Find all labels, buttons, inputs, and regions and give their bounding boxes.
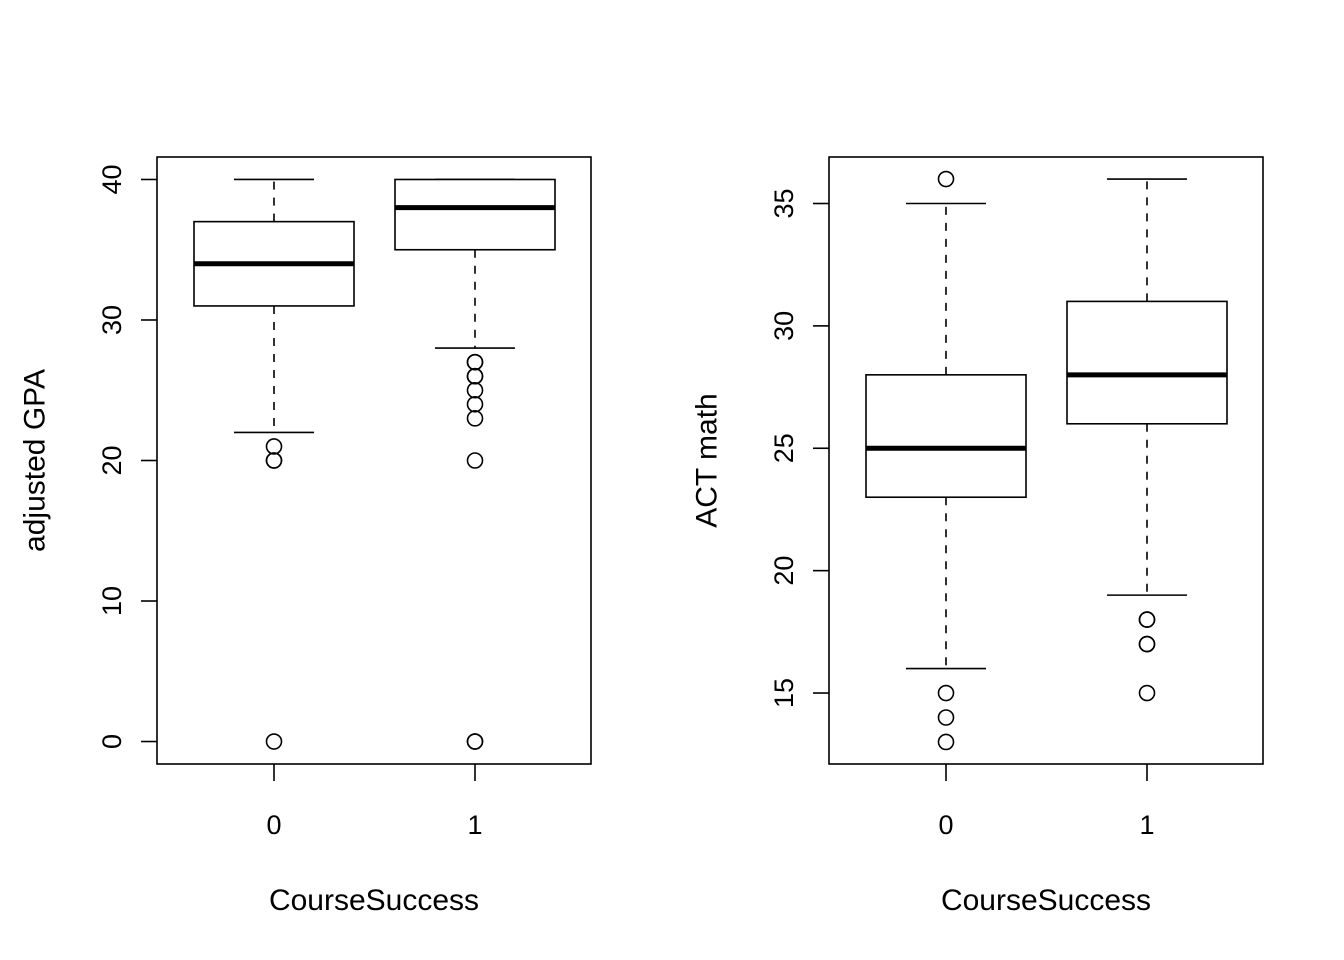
x-tick-label: 1 (1139, 810, 1154, 840)
outlier-point (265, 438, 283, 455)
y-tick-label: 25 (769, 433, 799, 463)
iqr-box (394, 178, 556, 251)
x-tick-label: 1 (467, 810, 482, 840)
outlier-point (466, 353, 484, 371)
y-tick-label: 35 (769, 188, 799, 218)
box-0 (193, 178, 355, 750)
outlier-point (466, 367, 484, 385)
iqr-box (1066, 300, 1228, 425)
outlier-point (466, 381, 484, 399)
box-0 (865, 170, 1027, 751)
outlier-point (466, 395, 484, 413)
outlier-point (937, 709, 955, 726)
outlier-point (1138, 635, 1156, 653)
y-tick-label: 15 (769, 678, 799, 708)
y-tick-label: 20 (97, 445, 127, 475)
outlier-point (466, 733, 484, 750)
y-tick-label: 40 (97, 164, 127, 194)
outlier-point (466, 410, 484, 427)
x-tick-label: 0 (938, 810, 953, 840)
outlier-point (937, 733, 955, 751)
x-axis-title: CourseSuccess (941, 884, 1151, 917)
y-tick-label: 30 (97, 305, 127, 335)
boxplot-panel-2: 15 20 25 30 35 0 1 CourseSuccess ACT math (691, 156, 1264, 917)
plot-frame (828, 156, 1264, 765)
y-axis-title: adjusted GPA (19, 369, 52, 552)
outlier-point (265, 452, 283, 469)
y-tick-label: 0 (97, 734, 127, 749)
iqr-box (865, 374, 1027, 499)
outlier-point (1138, 684, 1156, 702)
box-1 (1066, 178, 1228, 702)
x-axis-title: CourseSuccess (269, 884, 479, 917)
outlier-point (466, 452, 484, 469)
outlier-point (937, 684, 955, 702)
x-tick-label: 0 (266, 810, 281, 840)
y-tick-label: 10 (97, 586, 127, 616)
outlier-point (265, 733, 283, 750)
outlier-point (1138, 611, 1156, 628)
outlier-point (937, 170, 955, 188)
y-axis-title: ACT math (691, 393, 724, 528)
y-tick-label: 30 (769, 311, 799, 341)
y-tick-label: 20 (769, 556, 799, 586)
boxplot-panel-1: 0 10 20 30 40 0 1 CourseSuccess adjusted GPA (19, 156, 592, 917)
box-1 (394, 178, 556, 750)
